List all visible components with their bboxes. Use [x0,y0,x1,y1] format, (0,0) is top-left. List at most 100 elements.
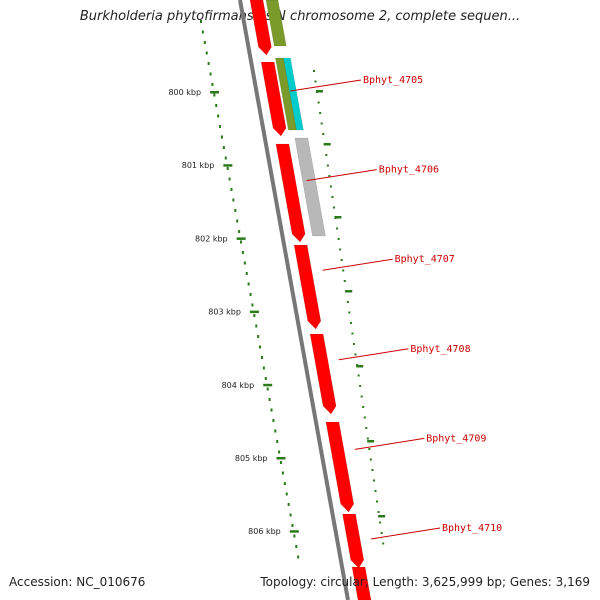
gc-dot [260,356,263,359]
gc-dot [270,408,273,412]
cds-segment [342,513,365,569]
gc-dot [207,62,210,65]
gc-dot [369,458,372,461]
gc-dot [220,135,223,139]
gc-dot [232,198,235,202]
gc-dot [217,114,220,118]
tick-label: 805 kbp [235,454,268,463]
gc-dot [230,188,233,191]
gc-dash [323,143,331,146]
gc-dot [342,269,345,272]
gc-dot [319,112,322,114]
gc-dot [366,437,369,440]
gc-dot [368,448,371,450]
gc-dot [297,555,300,559]
gc-dot [295,545,298,548]
gc-dot [322,133,325,135]
gc-dot [268,398,271,401]
gc-dot [205,51,208,55]
gc-dot [343,280,346,282]
gc-dot [379,521,382,524]
gc-dot [224,156,227,160]
gc-dot [331,196,334,198]
gc-dot [200,20,202,23]
gc-dash [378,515,386,518]
gc-dot [253,314,256,317]
gc-dot [374,490,377,492]
gc-dot [215,104,218,107]
tick-mark [223,164,233,167]
gc-dot [234,209,237,212]
gc-dot [326,164,329,167]
gc-dot [272,419,275,422]
gc-dot [283,482,286,485]
gc-dot [251,303,254,307]
gc-dot [222,146,225,149]
leader-line [306,169,377,182]
leader-line [370,527,441,540]
gc-dot [372,479,375,482]
gc-dot [340,259,343,261]
gc-dot [238,230,241,233]
tick-mark [249,310,259,314]
gc-dot [346,301,349,303]
gc-dot [382,542,385,545]
gc-dot [325,154,328,156]
tick-label: 801 kbp [182,161,215,170]
accession-text: Accession: NC_010676 [9,575,146,589]
gc-dot [360,395,363,398]
gc-dot [209,72,212,76]
gc-dot [236,219,239,223]
gc-dot [365,427,368,429]
leader-line [322,258,393,271]
gc-dash [356,365,364,368]
gc-dot [377,511,380,513]
gc-dot [359,385,362,387]
gc-dot [337,238,340,240]
misc-feature-segment [294,137,326,237]
gc-dot [376,500,379,503]
cds-segment [309,333,337,415]
tick-mark [210,91,220,94]
gc-dot [259,345,262,349]
gc-dot [257,335,260,338]
gc-dot [240,240,243,244]
genome-stats-text: Topology: circular; Length: 3,625,999 bp… [260,575,590,589]
backbone-line [238,0,350,600]
gc-dot [349,322,352,324]
rna-segment [283,57,304,131]
gc-dot [328,175,331,177]
gc-dot [339,248,342,251]
cds-segment [293,244,322,330]
gc-dot [280,461,283,464]
gc-dot [329,185,332,188]
gc-dot [243,261,246,265]
gc-dot [371,469,374,471]
leader-line [354,437,425,450]
gc-dot [213,93,216,97]
gc-dot [348,311,351,314]
gc-dot [363,416,366,419]
gc-dash [345,290,353,293]
gc-dot [201,30,204,34]
gene-label: Bphyt_4708 [410,344,470,355]
tick-mark [276,457,286,460]
gc-dot [336,227,339,230]
map-title: Burkholderia phytofirmans PsJN chromosom… [79,9,521,24]
gc-dot [203,41,206,44]
gc-dot [317,101,320,104]
gene-label: Bphyt_4705 [363,75,423,86]
gene-segment [265,0,287,47]
gc-dot [352,343,355,345]
gc-dot [354,353,357,356]
gc-dot [255,324,258,328]
gc-dot [380,532,383,534]
tick-mark [289,530,299,533]
gc-dot [287,503,290,506]
cds-segment [260,61,287,137]
backbone [238,0,350,600]
gene-label: Bphyt_4709 [426,433,486,444]
cds-segment [325,421,355,513]
gc-dash [334,216,342,219]
